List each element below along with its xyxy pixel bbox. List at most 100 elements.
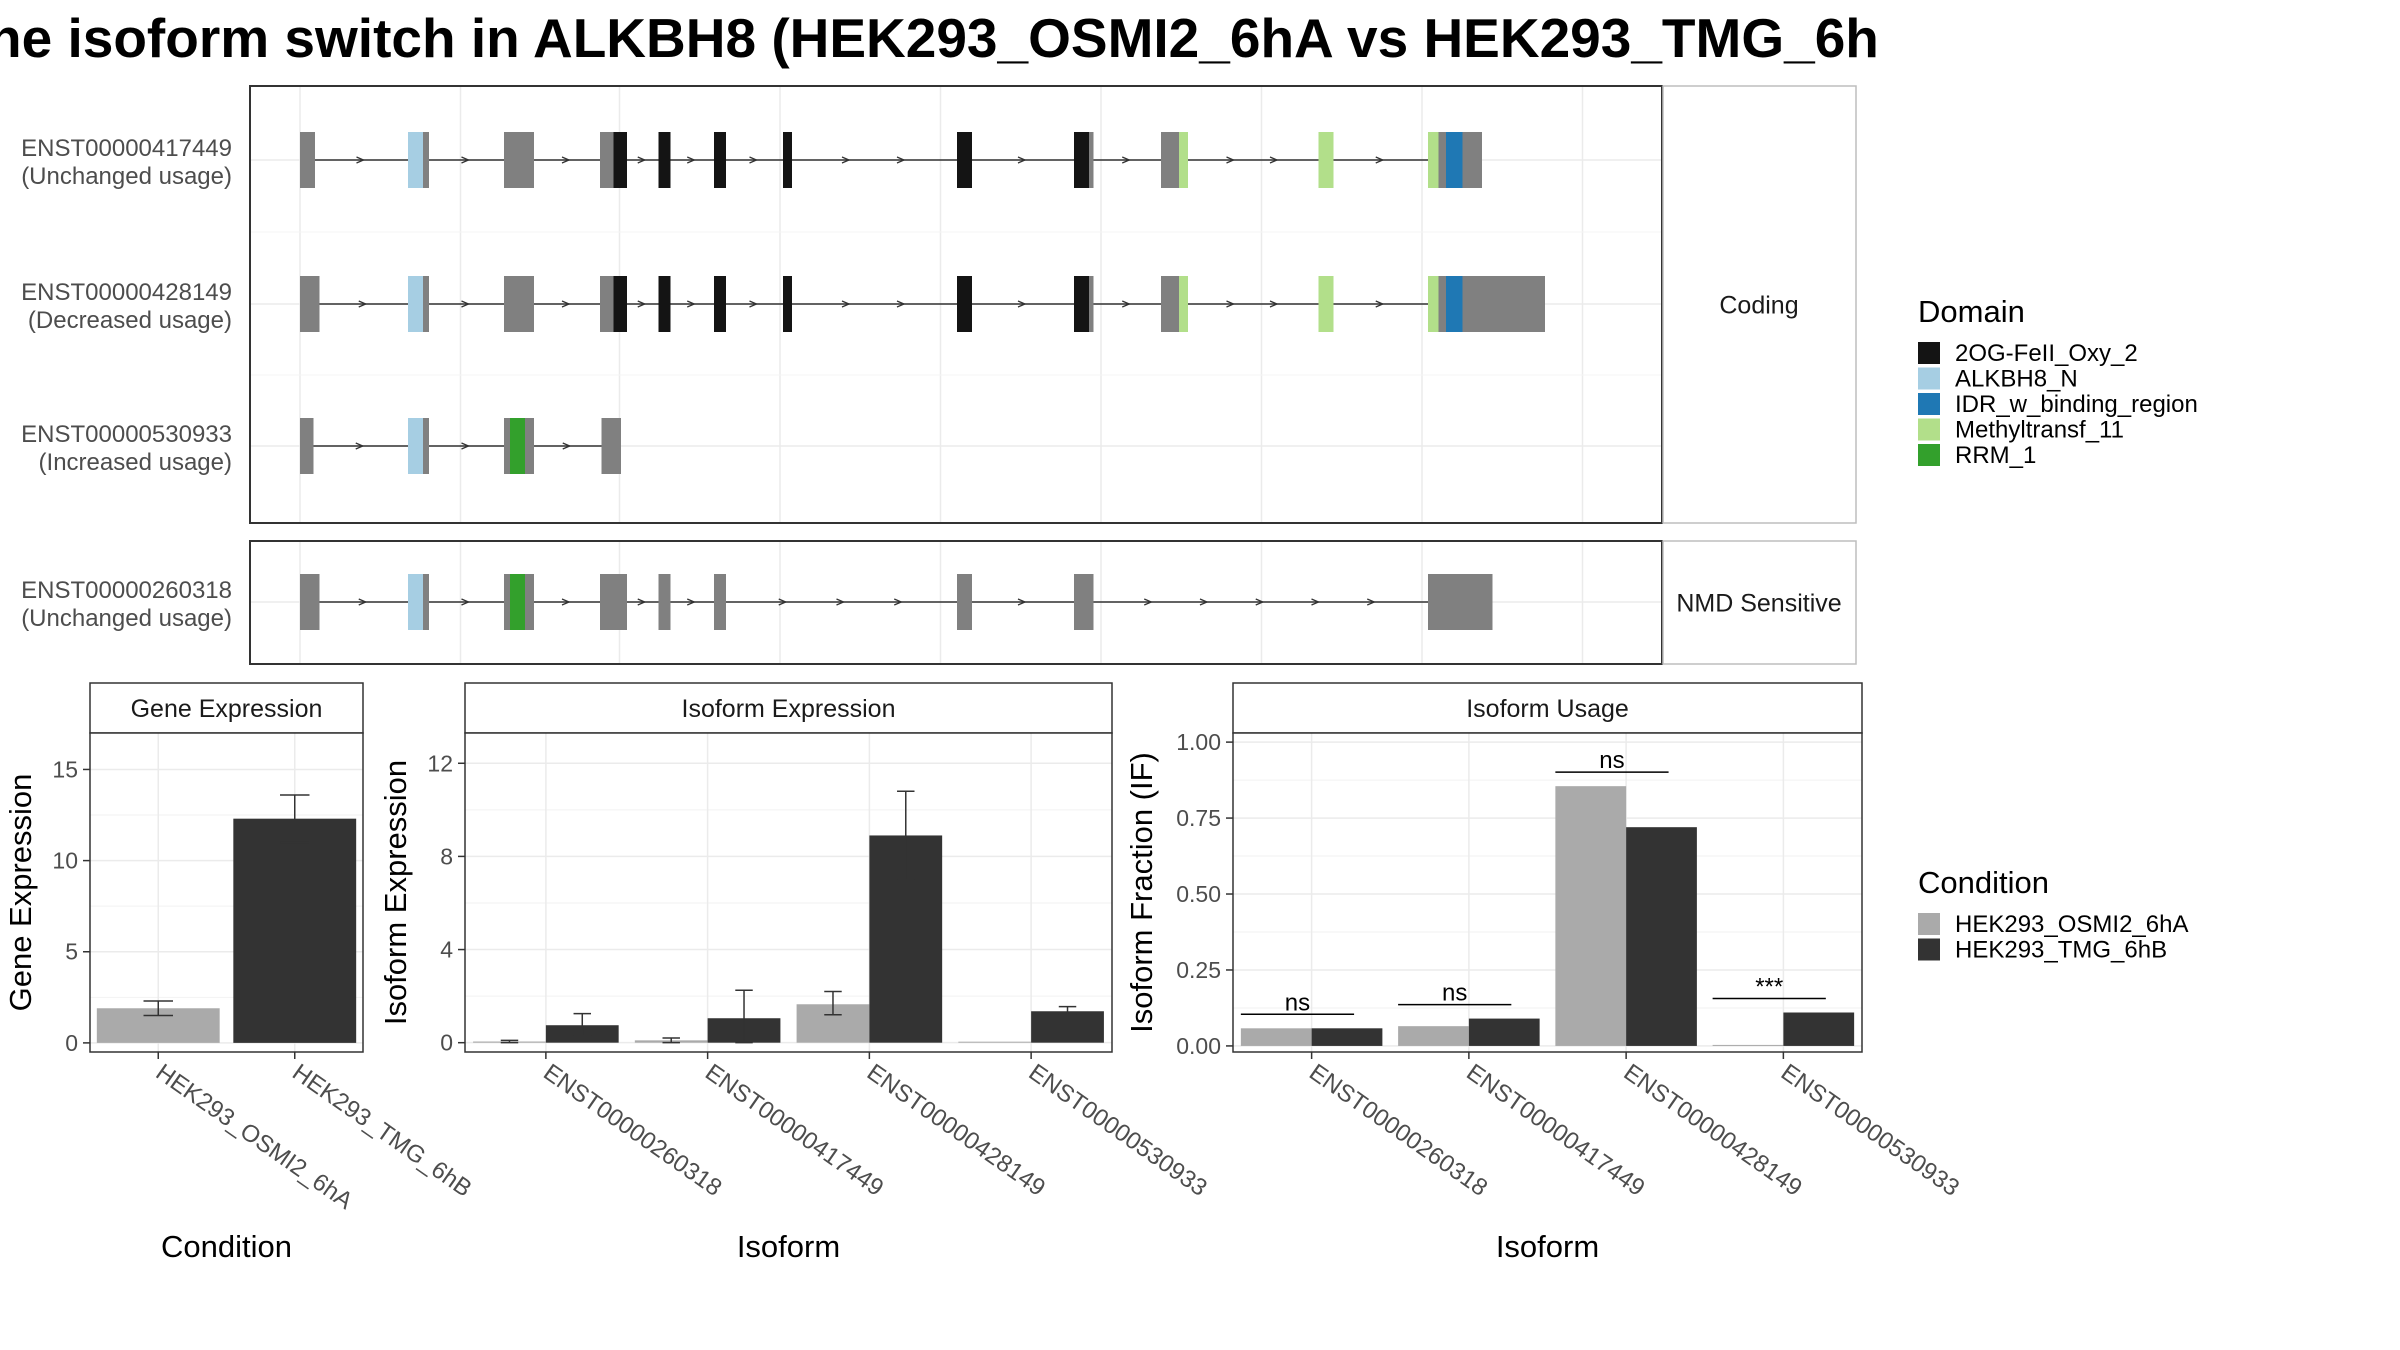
legend-label: IDR_w_binding_region: [1955, 391, 2198, 418]
domain-legend: Domain 2OG-FeII_Oxy_2ALKBH8_NIDR_w_bindin…: [1918, 294, 2198, 469]
isoform-usage-label: (Unchanged usage): [21, 163, 232, 190]
significance-annotations: ns ns ns ***: [1240, 747, 1826, 1016]
exon: [1089, 276, 1094, 332]
y-axis-title: Gene Expression: [3, 774, 38, 1012]
intron-arrow: [893, 598, 903, 606]
domain-exon: [613, 132, 627, 188]
legend-swatch: [1918, 342, 1940, 364]
isoform-track: ENST00000260318(Unchanged usage): [21, 574, 1493, 632]
y-tick-label: 0.50: [1176, 881, 1221, 907]
legend-label: RRM_1: [1955, 442, 2036, 469]
exon: [600, 574, 627, 630]
legend-label: Methyltransf_11: [1955, 417, 2124, 444]
domain-exon: [658, 132, 671, 188]
error-bar: [824, 990, 842, 1016]
bar: [233, 818, 357, 1043]
isoform-usage-label: (Decreased usage): [28, 307, 232, 334]
intron-arrow: [1143, 598, 1153, 606]
intron-arrow: [686, 598, 696, 606]
intron-arrow: [778, 598, 788, 606]
bars: [473, 790, 1104, 1044]
y-tick-label: 4: [440, 937, 453, 963]
error-bar: [280, 794, 310, 844]
isoform-expression-chart: Isoform Expression04812ENST00000260318EN…: [378, 682, 1212, 1264]
intron-arrow: [896, 300, 906, 308]
intron-arrow: [1017, 300, 1027, 308]
intron-arrow: [637, 598, 647, 606]
exon: [423, 276, 429, 332]
domain-exon: [613, 276, 627, 332]
legend-swatch: [1918, 938, 1940, 961]
significance-label: ns: [1442, 980, 1467, 1007]
intron-arrow: [1017, 598, 1027, 606]
legend-title: Condition: [1918, 865, 2049, 900]
intron-arrow: [841, 156, 851, 164]
domain-exon: [957, 132, 972, 188]
x-tick-label: ENST00000417449: [700, 1059, 888, 1202]
domain-exon: [1428, 276, 1439, 332]
isoform-usage-label: (Increased usage): [39, 449, 232, 476]
chart-title-strip: [1232, 682, 1863, 734]
bar: [1398, 1026, 1469, 1046]
isoform-usage-chart: Isoform Usage ns ns ns *** 0.00 0.25 0.50 0.75 1.…: [1124, 682, 1964, 1264]
panel-border: [249, 85, 1663, 524]
intron-arrow: [841, 300, 851, 308]
intron-arrow: [358, 598, 368, 606]
intron-arrow: [749, 300, 759, 308]
exon: [300, 574, 320, 630]
x-axis-title: Isoform: [1496, 1229, 1599, 1264]
error-bar: [573, 1012, 592, 1037]
intron-arrow: [1226, 300, 1236, 308]
exon: [504, 132, 534, 188]
intron-arrow: [686, 156, 696, 164]
exon: [300, 132, 315, 188]
intron-arrow: [561, 598, 571, 606]
intron-arrow: [562, 442, 572, 450]
x-tick-label: ENST00000530933: [1024, 1059, 1212, 1202]
domain-exon: [408, 418, 423, 474]
plot-border: [89, 732, 364, 1053]
exon: [1462, 276, 1482, 332]
exon: [525, 574, 534, 630]
intron-arrow: [749, 156, 759, 164]
intron-arrow: [461, 156, 471, 164]
intron-arrow: [686, 300, 696, 308]
exon: [1161, 276, 1179, 332]
domain-exon: [1446, 132, 1463, 188]
legend-swatch: [1918, 393, 1940, 415]
bar: [1468, 1018, 1540, 1046]
y-tick-label: 5: [65, 939, 78, 965]
y-axis-title: Isoform Expression: [378, 760, 413, 1025]
intron-arrow: [1121, 300, 1131, 308]
domain-exon: [1074, 276, 1089, 332]
intron-arrow: [896, 156, 906, 164]
y-tick-label: 0: [440, 1030, 453, 1056]
intron-arrow: [1017, 156, 1027, 164]
intron-arrow: [1269, 300, 1279, 308]
legend-label: 2OG-FeII_Oxy_2: [1955, 340, 2138, 367]
intron-arrow: [836, 598, 846, 606]
intron-arrow: [461, 598, 471, 606]
exon: [714, 574, 726, 630]
facet-label: NMD Sensitive: [1676, 590, 1841, 618]
domain-exon: [1446, 276, 1463, 332]
error-bar: [500, 1039, 519, 1044]
legend-title: Domain: [1918, 294, 2025, 329]
plot-border: [1232, 732, 1863, 1053]
intron-arrow: [1375, 156, 1385, 164]
bars: [1240, 786, 1855, 1046]
bar: [1783, 1012, 1855, 1046]
isoform-track: ENST00000428149(Decreased usage): [21, 276, 1545, 334]
exon: [423, 418, 429, 474]
exon: [423, 574, 429, 630]
facet-strip: [1662, 85, 1857, 524]
x-axis-title: Isoform: [737, 1229, 840, 1264]
exon: [504, 418, 510, 474]
chart-title: Isoform Usage: [1466, 695, 1629, 723]
isoform-track: ENST00000530933(Increased usage): [21, 418, 621, 476]
y-tick-label: 12: [427, 750, 453, 776]
y-tick-label: 0.75: [1176, 805, 1221, 831]
bar: [1626, 827, 1697, 1046]
bar: [1311, 1028, 1383, 1046]
